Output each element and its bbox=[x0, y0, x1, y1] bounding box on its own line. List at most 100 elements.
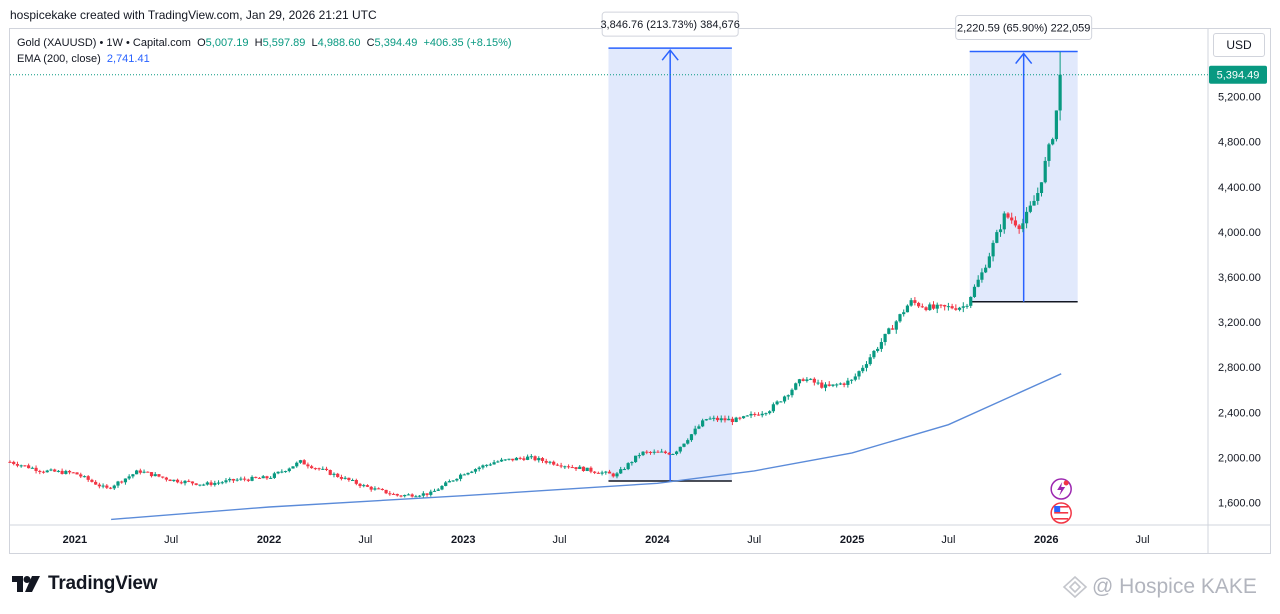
candle-body bbox=[872, 350, 876, 358]
us-flag-stripe bbox=[1054, 512, 1069, 514]
candle-body bbox=[980, 272, 984, 280]
candle-body bbox=[492, 462, 496, 465]
ema-200-line bbox=[111, 373, 1062, 521]
candle-body bbox=[701, 420, 705, 427]
measurement-arrow-head bbox=[1015, 52, 1033, 65]
candle-body bbox=[425, 493, 429, 495]
candle-body bbox=[231, 478, 236, 481]
last-price-text: 5,394.49 bbox=[1217, 70, 1260, 82]
candle-body bbox=[94, 481, 98, 485]
candle-body bbox=[157, 474, 161, 477]
measurement-label: 2,220.59 (65.90%) 222,059 bbox=[957, 23, 1090, 35]
candle-body bbox=[1021, 223, 1025, 230]
candle-body bbox=[589, 467, 593, 472]
candle-body bbox=[295, 462, 299, 467]
candle-body bbox=[276, 471, 280, 474]
candle-body bbox=[522, 458, 526, 460]
candle-body bbox=[559, 465, 563, 467]
watermark-text: @ Hospice KAKE bbox=[1092, 575, 1257, 598]
candle-body bbox=[652, 451, 656, 453]
candle-body bbox=[455, 478, 459, 481]
candle-body bbox=[1039, 182, 1044, 194]
candle-body bbox=[436, 489, 440, 491]
x-tick-label: Jul bbox=[747, 534, 761, 546]
candle-body bbox=[283, 471, 288, 473]
candle-body bbox=[578, 466, 582, 470]
candle-body bbox=[257, 477, 262, 479]
candle-body bbox=[961, 306, 965, 308]
candle-body bbox=[198, 484, 202, 486]
candle-body bbox=[34, 467, 38, 471]
candle-body bbox=[715, 417, 720, 421]
candle-body bbox=[261, 476, 265, 479]
currency-button[interactable]: USD bbox=[1213, 33, 1265, 57]
candle-body bbox=[418, 495, 422, 497]
watermark-icon bbox=[1062, 576, 1088, 598]
candle-body bbox=[336, 473, 340, 477]
candle-body bbox=[190, 481, 195, 484]
candle-body bbox=[306, 464, 310, 467]
candle-body bbox=[131, 474, 135, 477]
candle-body bbox=[444, 482, 448, 486]
x-tick-label: 2021 bbox=[63, 534, 87, 546]
candle-body bbox=[686, 440, 690, 444]
x-tick-label: Jul bbox=[1136, 534, 1150, 546]
x-tick-label: Jul bbox=[941, 534, 955, 546]
candle-body bbox=[674, 451, 679, 454]
y-tick-label: 4,000.00 bbox=[1218, 227, 1261, 239]
measurement-labels: 3,846.76 (213.73%) 384,676 2,220.59 (65.9… bbox=[600, 11, 1093, 41]
candle-body bbox=[864, 364, 869, 368]
candle-body bbox=[1032, 200, 1036, 206]
author-watermark: @ Hospice KAKE bbox=[1062, 575, 1257, 599]
candle-body bbox=[622, 469, 627, 471]
candle-body bbox=[890, 328, 895, 330]
candle-body bbox=[172, 479, 176, 482]
event-flash-bolt bbox=[1057, 482, 1066, 496]
candle-body bbox=[924, 307, 928, 311]
y-tick-label: 4,400.00 bbox=[1218, 182, 1261, 194]
measurement-label-box bbox=[601, 11, 739, 37]
candle-body bbox=[179, 482, 183, 484]
x-tick-label: 2026 bbox=[1034, 534, 1058, 546]
candle-body bbox=[49, 469, 53, 471]
last-price-tag bbox=[1209, 65, 1267, 84]
candle-body bbox=[168, 479, 172, 482]
candle-body bbox=[987, 256, 991, 268]
candle-body bbox=[946, 306, 950, 308]
candle-body bbox=[552, 461, 556, 465]
candle-body bbox=[671, 453, 675, 455]
candle-body bbox=[27, 465, 31, 469]
x-tick-label: 2023 bbox=[451, 534, 475, 546]
ema-line bbox=[111, 373, 1062, 521]
candle-body bbox=[71, 472, 75, 474]
candle-body bbox=[954, 308, 958, 310]
candle-body bbox=[831, 384, 835, 386]
candle-body bbox=[82, 476, 87, 478]
candle-body bbox=[481, 465, 485, 468]
candle-body bbox=[734, 417, 738, 423]
candle-body bbox=[548, 461, 552, 463]
tradingview-logo[interactable]: TradingView bbox=[12, 573, 158, 595]
candle-body bbox=[935, 304, 939, 309]
candle-body bbox=[149, 472, 154, 477]
candle-body bbox=[879, 342, 883, 349]
candle-body bbox=[127, 476, 131, 479]
candle-body bbox=[343, 477, 347, 479]
candle-body bbox=[101, 485, 105, 487]
candle-body bbox=[526, 456, 530, 460]
candle-body bbox=[116, 481, 120, 486]
candle-body bbox=[399, 495, 403, 497]
candle-body bbox=[1024, 211, 1029, 224]
candle-body bbox=[775, 401, 779, 405]
us-flag-stripe bbox=[1054, 515, 1069, 517]
candle-body bbox=[619, 469, 623, 474]
candle-body bbox=[38, 470, 42, 472]
candle-body bbox=[656, 451, 660, 453]
ema-label: EMA (200, close) bbox=[17, 53, 101, 65]
candle-body bbox=[220, 482, 224, 484]
candle-body bbox=[503, 459, 507, 461]
y-tick-label: 2,400.00 bbox=[1218, 407, 1261, 419]
measurement-label-box bbox=[955, 15, 1093, 41]
candle-body bbox=[779, 401, 783, 403]
